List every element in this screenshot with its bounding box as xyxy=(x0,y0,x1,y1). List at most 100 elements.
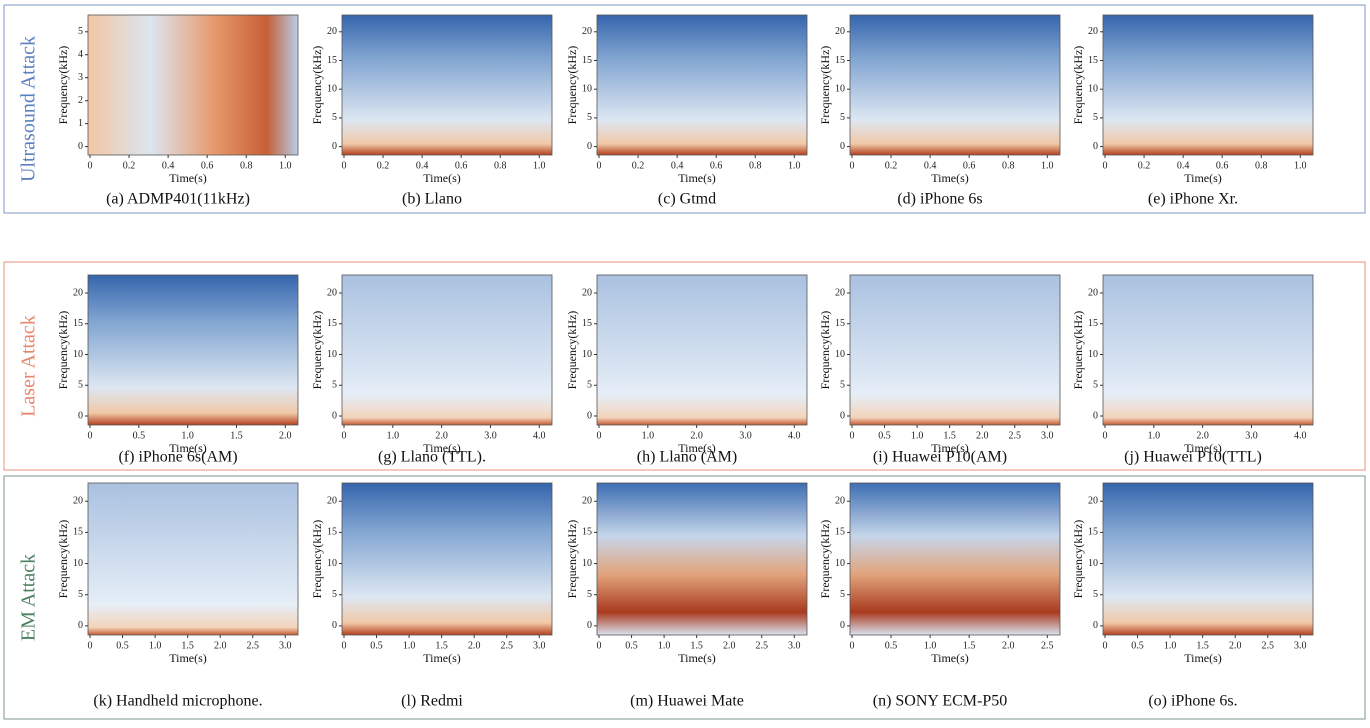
y-tick-label: 0 xyxy=(332,410,337,421)
x-tick-label: 2.5 xyxy=(247,640,260,651)
spectrogram xyxy=(1102,14,1314,156)
x-tick-label: 0 xyxy=(342,640,347,651)
y-tick-label: 20 xyxy=(327,26,337,37)
x-tick-label: 2.5 xyxy=(501,640,514,651)
y-tick-label: 15 xyxy=(1088,527,1098,538)
group-box xyxy=(3,261,1366,471)
y-tick-label: 15 xyxy=(327,527,337,538)
x-tick-label: 1.0 xyxy=(911,430,924,441)
x-tick-label: 2.0 xyxy=(468,640,481,651)
x-tick-label: 1.0 xyxy=(181,430,194,441)
caption: (m) Huawei Mate xyxy=(630,693,744,710)
x-tick-label: 0 xyxy=(850,430,855,441)
spectrogram xyxy=(849,274,1061,426)
y-tick-label: 20 xyxy=(1088,26,1098,37)
y-tick-label: 15 xyxy=(327,318,337,329)
x-tick-label: 0 xyxy=(597,640,602,651)
caption: (n) SONY ECM-P50 xyxy=(873,693,1008,710)
x-tick-label: 1.0 xyxy=(1164,640,1177,651)
x-axis-label: Time(s) xyxy=(169,651,207,665)
y-axis-label: Frequency(kHz) xyxy=(565,311,579,390)
x-tick-label: 0.4 xyxy=(162,160,175,171)
spectrogram xyxy=(1102,482,1314,636)
y-tick-label: 5 xyxy=(1093,589,1098,600)
y-tick-label: 5 xyxy=(587,380,592,391)
spectrogram xyxy=(596,482,808,636)
x-tick-label: 0 xyxy=(1103,430,1108,441)
x-tick-label: 0 xyxy=(597,430,602,441)
x-tick-label: 0.6 xyxy=(1216,160,1229,171)
y-tick-label: 10 xyxy=(73,349,83,360)
y-tick-label: 20 xyxy=(582,26,592,37)
x-tick-label: 2.5 xyxy=(1009,430,1022,441)
x-tick-label: 1.5 xyxy=(230,430,243,441)
x-tick-label: 0.6 xyxy=(963,160,976,171)
y-axis-label: Frequency(kHz) xyxy=(565,46,579,125)
x-tick-label: 1.0 xyxy=(149,640,162,651)
x-axis-label: Time(s) xyxy=(169,441,207,455)
y-tick-label: 10 xyxy=(1088,349,1098,360)
x-tick-label: 0 xyxy=(1103,640,1108,651)
x-tick-label: 4.0 xyxy=(788,430,801,441)
y-tick-label: 2 xyxy=(78,95,83,106)
x-tick-label: 2.0 xyxy=(976,430,989,441)
spectrogram xyxy=(87,274,299,426)
x-tick-label: 1.5 xyxy=(943,430,956,441)
y-axis-label: Frequency(kHz) xyxy=(1071,520,1085,599)
y-axis-label: Frequency(kHz) xyxy=(818,46,832,125)
y-axis-label: Frequency(kHz) xyxy=(818,311,832,390)
y-tick-label: 0 xyxy=(332,620,337,631)
x-tick-label: 1.5 xyxy=(963,640,976,651)
y-tick-label: 5 xyxy=(587,589,592,600)
x-axis-label: Time(s) xyxy=(678,441,716,455)
spectrogram xyxy=(87,14,299,156)
y-tick-label: 0 xyxy=(587,141,592,152)
caption: (h) Llano (AM) xyxy=(637,449,737,466)
x-tick-label: 1.0 xyxy=(788,160,801,171)
y-axis-label: Frequency(kHz) xyxy=(310,520,324,599)
x-tick-label: 0 xyxy=(88,430,93,441)
x-tick-label: 3.0 xyxy=(1245,430,1258,441)
y-tick-label: 10 xyxy=(1088,558,1098,569)
caption: (l) Redmi xyxy=(401,693,463,710)
spectrogram xyxy=(341,14,553,156)
x-tick-label: 3.0 xyxy=(484,430,497,441)
y-tick-label: 15 xyxy=(1088,55,1098,66)
y-tick-label: 10 xyxy=(327,558,337,569)
x-tick-label: 1.0 xyxy=(1294,160,1307,171)
y-axis-label: Frequency(kHz) xyxy=(1071,311,1085,390)
x-tick-label: 0.5 xyxy=(885,640,898,651)
spectrogram xyxy=(341,482,553,636)
x-tick-label: 0.8 xyxy=(749,160,762,171)
x-tick-label: 0.5 xyxy=(878,430,891,441)
x-tick-label: 0.6 xyxy=(710,160,723,171)
x-axis-label: Time(s) xyxy=(678,651,716,665)
x-tick-label: 2.0 xyxy=(1196,430,1209,441)
x-tick-label: 3.0 xyxy=(739,430,752,441)
y-tick-label: 5 xyxy=(840,112,845,123)
caption: (g) Llano (TTL). xyxy=(378,449,486,466)
spectrogram xyxy=(849,14,1061,156)
x-tick-label: 0 xyxy=(88,640,93,651)
caption: (d) iPhone 6s xyxy=(897,191,982,208)
y-tick-label: 20 xyxy=(327,287,337,298)
x-tick-label: 0 xyxy=(342,430,347,441)
x-axis-label: Time(s) xyxy=(423,651,461,665)
spectrogram xyxy=(341,274,553,426)
y-tick-label: 20 xyxy=(327,496,337,507)
x-axis-label: Time(s) xyxy=(678,171,716,185)
x-tick-label: 2.0 xyxy=(279,430,292,441)
y-tick-label: 0 xyxy=(1093,620,1098,631)
x-tick-label: 0 xyxy=(850,640,855,651)
x-tick-label: 4.0 xyxy=(533,430,546,441)
x-tick-label: 1.0 xyxy=(642,430,655,441)
x-axis-label: Time(s) xyxy=(931,441,969,455)
x-tick-label: 1.5 xyxy=(690,640,703,651)
y-tick-label: 15 xyxy=(1088,318,1098,329)
caption: (k) Handheld microphone. xyxy=(93,693,262,710)
x-tick-label: 1.0 xyxy=(403,640,416,651)
x-tick-label: 1.0 xyxy=(1148,430,1161,441)
x-tick-label: 0.8 xyxy=(1002,160,1015,171)
y-axis-label: Frequency(kHz) xyxy=(310,46,324,125)
